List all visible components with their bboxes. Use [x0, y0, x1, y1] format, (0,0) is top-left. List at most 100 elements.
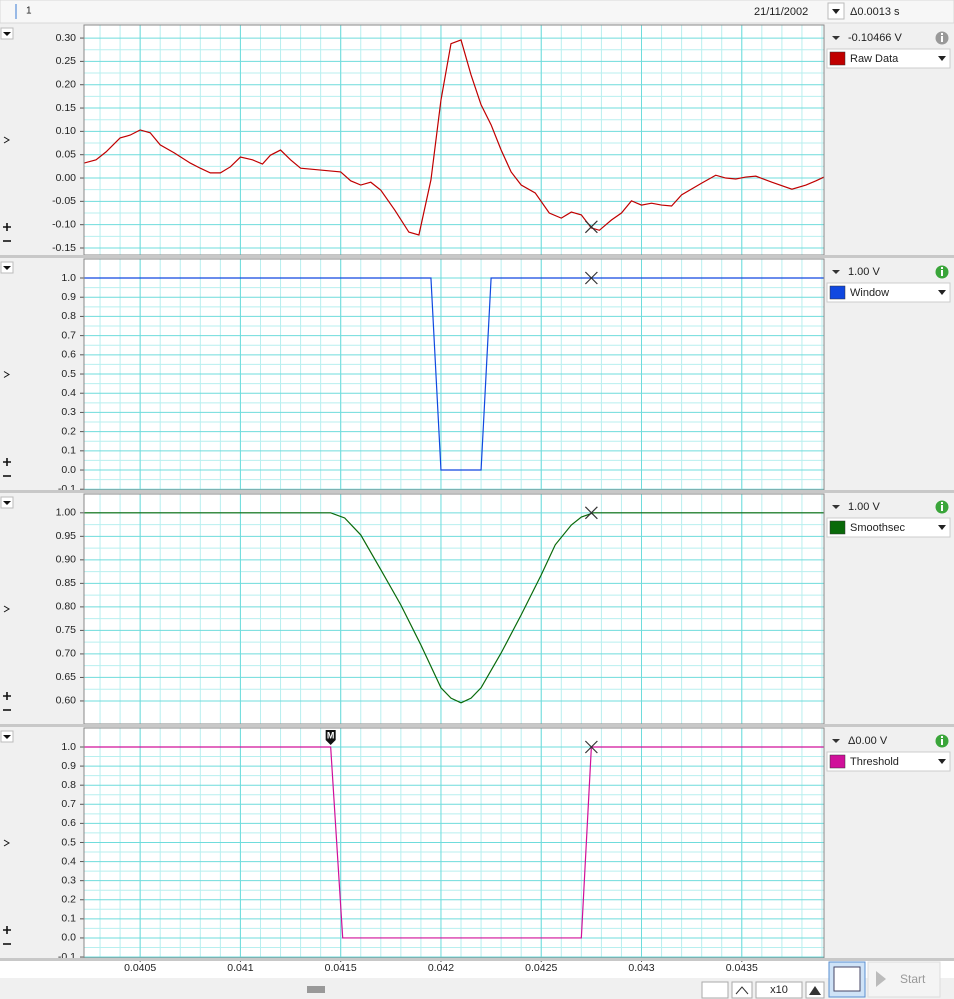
- y-tick-label: 0.2: [61, 894, 76, 906]
- readout-value: 1.00 V: [848, 501, 880, 513]
- scale-plus[interactable]: [3, 926, 11, 934]
- menu-arrow: [3, 266, 11, 270]
- zoom-out-icon: [735, 986, 749, 995]
- legend-label: Smoothsec: [850, 522, 906, 534]
- scale-plus[interactable]: [3, 458, 11, 466]
- marker-tab[interactable]: [325, 730, 336, 745]
- legend-swatch: [829, 51, 846, 66]
- y-tick-label: -0.15: [52, 242, 76, 254]
- cursor-mark: [584, 740, 598, 754]
- dropdown-arrow: [938, 56, 946, 61]
- channel-dropdown[interactable]: [826, 517, 951, 538]
- info-icon-glyph: [941, 505, 943, 511]
- readout-value: 1.00 V: [848, 266, 880, 278]
- cursor-mark: [584, 220, 598, 234]
- plot-area: [84, 25, 824, 255]
- y-tick-label: 0.20: [56, 78, 77, 90]
- y-tick-label: 0.60: [56, 695, 77, 707]
- channel-dropdown[interactable]: [826, 751, 951, 772]
- y-tick-label: -0.10: [52, 218, 76, 230]
- info-icon-dot: [941, 502, 943, 504]
- y-tick-label: 0.9: [61, 760, 76, 772]
- y-tick-label: 0.7: [61, 329, 76, 341]
- y-tick-label: 0.00: [56, 172, 77, 184]
- legend-swatch: [829, 285, 846, 300]
- expand-arrow: [3, 839, 10, 847]
- delta-time: Δ0.0013 s: [850, 6, 900, 18]
- y-tick-label: 0.9: [61, 291, 76, 303]
- series-line: [84, 39, 824, 236]
- start-icon: [876, 971, 886, 987]
- plot: [84, 25, 824, 255]
- scale-plus[interactable]: [3, 223, 11, 231]
- y-tick-label: 0.4: [61, 855, 76, 867]
- scroll-thumb[interactable]: [307, 986, 325, 993]
- y-tick-label: 0.75: [56, 624, 77, 636]
- scale-plus[interactable]: [3, 692, 11, 700]
- plot-area: [84, 728, 824, 958]
- y-tick-label: 0.25: [56, 55, 77, 67]
- legend-label: Window: [850, 287, 889, 299]
- dropdown-arrow: [938, 525, 946, 530]
- legend-swatch: [829, 754, 846, 769]
- marker-label: M: [327, 730, 335, 740]
- y-tick-label: 0.30: [56, 32, 77, 44]
- y-tick-label: 0.0: [61, 932, 76, 944]
- info-icon-glyph: [941, 36, 943, 42]
- legend-label: Raw Data: [850, 53, 899, 65]
- zoom-out-button[interactable]: [731, 981, 753, 999]
- series-line: [84, 277, 824, 471]
- y-tick-label: -0.05: [52, 195, 76, 207]
- info-icon-dot: [941, 267, 943, 269]
- dropdown-arrow: [832, 9, 840, 14]
- expand-arrow: [3, 136, 10, 144]
- readout-value: -0.10466 V: [848, 32, 902, 44]
- y-tick-label: 0.3: [61, 406, 76, 418]
- y-tick-label: 0.85: [56, 577, 77, 589]
- tab-label[interactable]: 1: [26, 6, 32, 17]
- readout-arrow[interactable]: [832, 36, 840, 40]
- y-tick-label: 0.7: [61, 798, 76, 810]
- readout-arrow[interactable]: [832, 270, 840, 274]
- header-bar: [0, 0, 954, 24]
- dropdown-arrow: [938, 290, 946, 295]
- start-label: Start: [900, 972, 926, 986]
- menu-arrow: [3, 735, 11, 739]
- readout-value: Δ0.00 V: [848, 735, 888, 747]
- y-tick-label: 0.4: [61, 387, 76, 399]
- y-tick-label: 0.70: [56, 648, 77, 660]
- y-tick-label: 0.0: [61, 464, 76, 476]
- x-tick-label: 0.043: [628, 962, 654, 974]
- y-tick-label: 0.90: [56, 554, 77, 566]
- menu-arrow: [3, 501, 11, 505]
- y-tick-label: 0.1: [61, 445, 76, 457]
- legend-label: Threshold: [850, 756, 899, 768]
- readout-arrow[interactable]: [832, 505, 840, 509]
- expand-arrow: [3, 371, 10, 378]
- y-tick-label: 0.3: [61, 874, 76, 886]
- plot: [84, 259, 824, 490]
- plot-area: [84, 494, 824, 724]
- readout-arrow[interactable]: [832, 739, 840, 743]
- y-tick-label: 0.1: [61, 913, 76, 925]
- zoom-in-icon: [809, 986, 821, 995]
- x-tick-label: 0.0405: [124, 962, 156, 974]
- cursor-mark: [584, 506, 598, 520]
- channel-dropdown[interactable]: [826, 48, 951, 69]
- x-tick-label: 0.0435: [726, 962, 758, 974]
- y-tick-label: 0.5: [61, 836, 76, 848]
- x-tick-label: 0.0415: [325, 962, 357, 974]
- y-tick-label: 0.8: [61, 779, 76, 791]
- y-tick-label: -0.1: [58, 483, 76, 495]
- y-tick-label: 1.0: [61, 741, 76, 753]
- x-tick-label: 0.042: [428, 962, 454, 974]
- x-axis-strip: [0, 958, 954, 978]
- dropdown-arrow: [938, 759, 946, 764]
- view-button[interactable]: [701, 981, 729, 999]
- legend-swatch: [829, 520, 846, 535]
- zoom-field[interactable]: [755, 981, 803, 999]
- channel-dropdown[interactable]: [826, 282, 951, 303]
- y-tick-label: 0.10: [56, 125, 77, 137]
- y-tick-label: 0.80: [56, 601, 77, 613]
